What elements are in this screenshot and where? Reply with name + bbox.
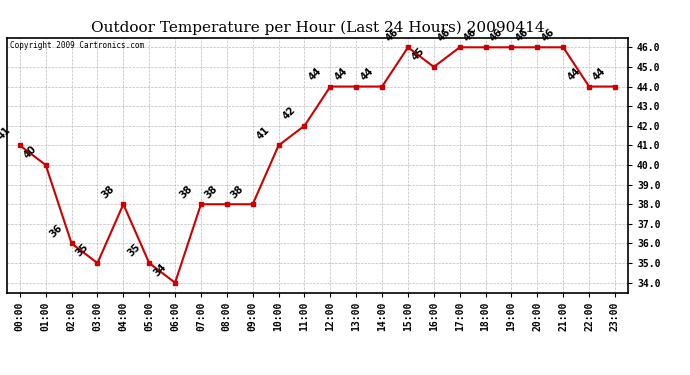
Text: 44: 44 [307,66,324,82]
Text: 44: 44 [591,66,608,82]
Text: 38: 38 [229,183,246,200]
Text: 41: 41 [255,124,272,141]
Text: 35: 35 [126,242,142,259]
Text: 46: 46 [462,27,479,43]
Text: 34: 34 [152,262,168,279]
Text: 40: 40 [22,144,39,161]
Text: 38: 38 [99,183,117,200]
Text: 45: 45 [411,46,427,63]
Text: 46: 46 [384,27,401,43]
Text: 46: 46 [540,27,556,43]
Text: 42: 42 [281,105,297,122]
Text: Copyright 2009 Cartronics.com: Copyright 2009 Cartronics.com [10,41,144,50]
Text: 46: 46 [436,27,453,43]
Text: 44: 44 [566,66,582,82]
Text: 46: 46 [488,27,504,43]
Title: Outdoor Temperature per Hour (Last 24 Hours) 20090414: Outdoor Temperature per Hour (Last 24 Ho… [90,21,544,35]
Text: 44: 44 [359,66,375,82]
Text: 41: 41 [0,124,13,141]
Text: 38: 38 [203,183,220,200]
Text: 36: 36 [48,223,65,239]
Text: 44: 44 [333,66,349,82]
Text: 35: 35 [74,242,90,259]
Text: 46: 46 [514,27,531,43]
Text: 38: 38 [177,183,194,200]
